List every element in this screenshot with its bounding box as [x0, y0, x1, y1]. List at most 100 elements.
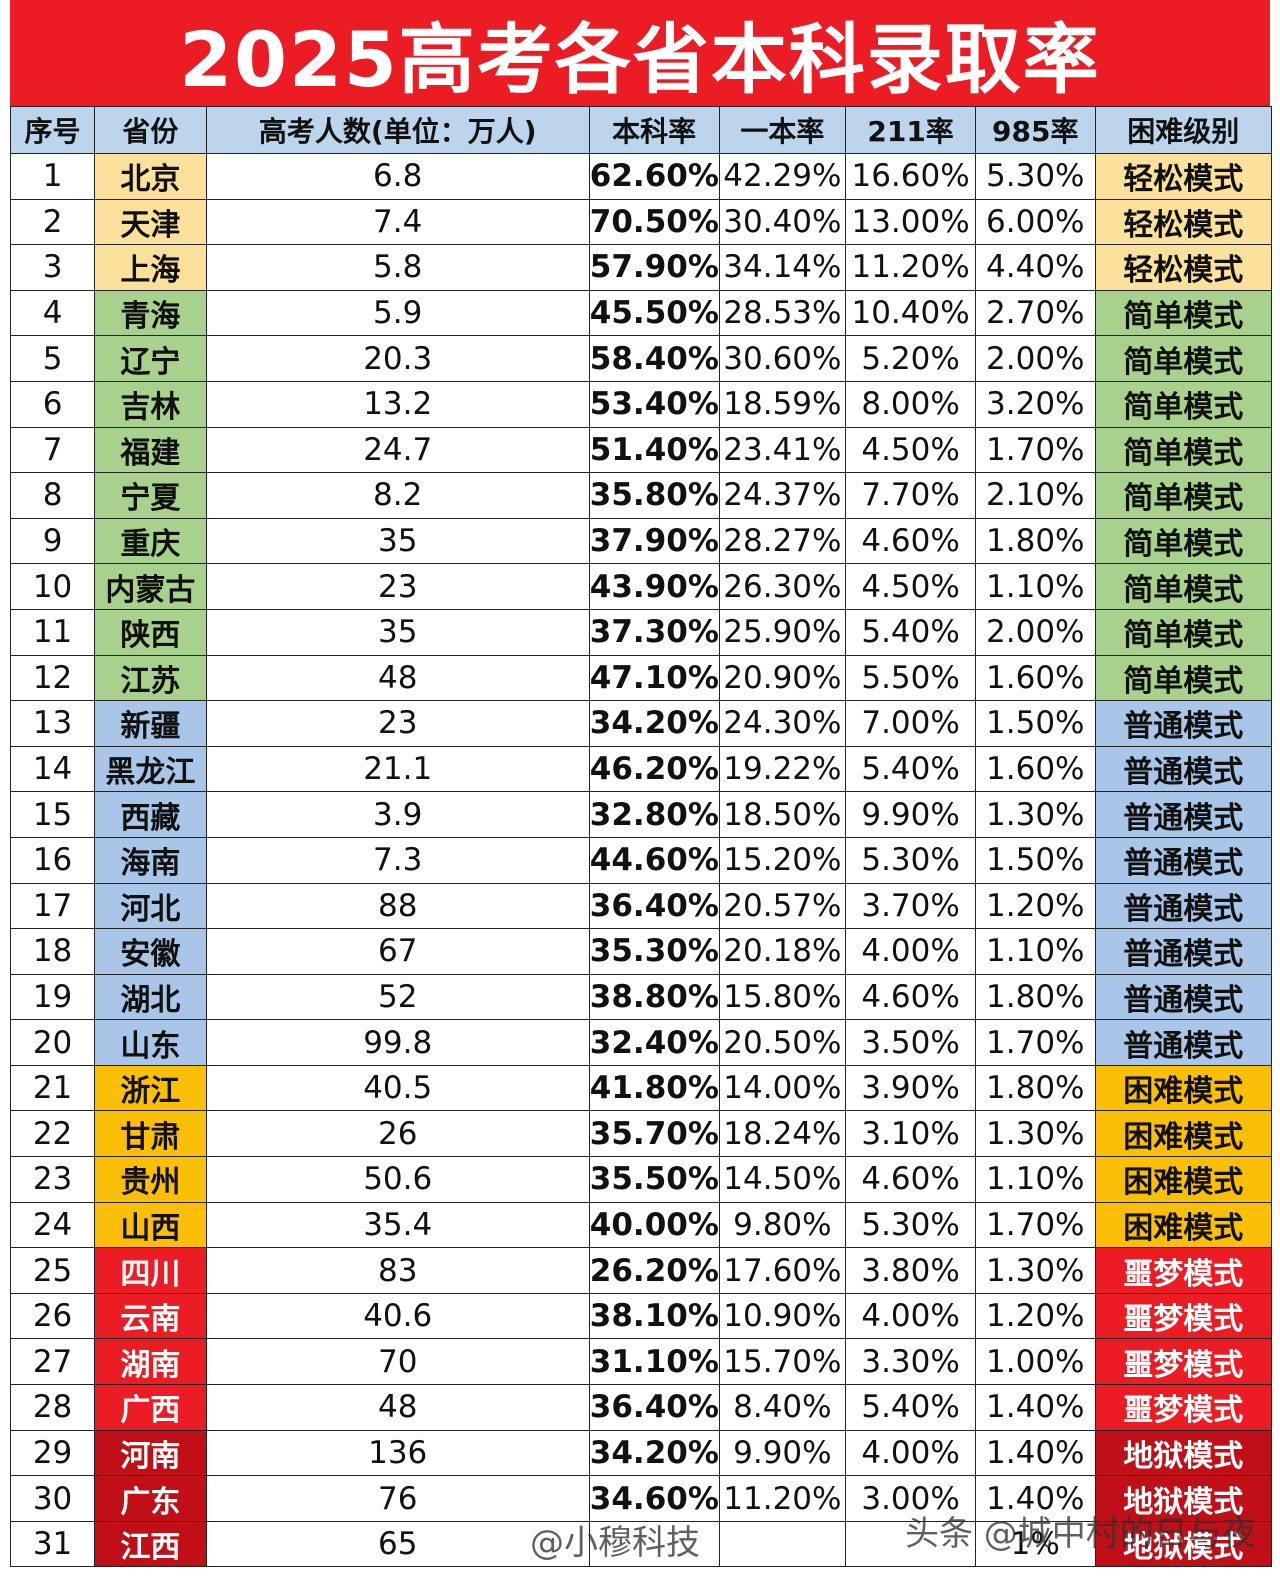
- rate-211-cell: 4.50%: [845, 563, 976, 610]
- tier1-rate-cell: 11.20%: [718, 1475, 847, 1522]
- province-cell: 浙江: [94, 1064, 207, 1112]
- rate-211-cell: 3.90%: [845, 1064, 976, 1112]
- difficulty-cell: 噩梦模式: [1094, 1384, 1273, 1431]
- table-row: 11 陕西 35 37.30% 25.90% 5.40% 2.00% 简单模式: [9, 608, 1273, 656]
- table-row: 27 湖南 70 31.10% 15.70% 3.30% 1.00% 噩梦模式: [9, 1338, 1273, 1386]
- exam-count-cell: 83: [205, 1247, 590, 1294]
- header-cell: 一本率: [718, 106, 847, 154]
- difficulty-cell: 噩梦模式: [1094, 1292, 1273, 1340]
- exam-count-cell: 48: [205, 1384, 590, 1431]
- province-cell: 青海: [94, 289, 207, 337]
- exam-count-cell: 67: [205, 928, 590, 975]
- province-cell: 甘肃: [94, 1110, 207, 1158]
- province-cell: 重庆: [94, 517, 207, 565]
- tier1-rate-cell: 20.57%: [718, 882, 847, 930]
- exam-count-cell: 23: [205, 563, 590, 610]
- rate-985-cell: 1.10%: [974, 928, 1096, 975]
- table-row: 17 河北 88 36.40% 20.57% 3.70% 1.20% 普通模式: [9, 882, 1273, 930]
- table-row: 21 浙江 40.5 41.80% 14.00% 3.90% 1.80% 困难模式: [9, 1064, 1273, 1112]
- rate-211-cell: 5.40%: [845, 608, 976, 656]
- province-cell: 内蒙古: [94, 563, 207, 610]
- tier1-rate-cell: 10.90%: [718, 1292, 847, 1340]
- exam-count-cell: 5.8: [205, 244, 590, 291]
- undergrad-rate-cell: [588, 1520, 720, 1568]
- tier1-rate-cell: 9.80%: [718, 1201, 847, 1249]
- province-cell: 天津: [94, 198, 207, 246]
- exam-count-cell: 88: [205, 882, 590, 930]
- rate-985-cell: 1.50%: [974, 700, 1096, 747]
- header-cell: 省份: [94, 106, 207, 154]
- table-row: 15 西藏 3.9 32.80% 18.50% 9.90% 1.30% 普通模式: [9, 791, 1273, 838]
- tier1-rate-cell: 20.50%: [718, 1019, 847, 1066]
- province-cell: 山西: [94, 1201, 207, 1249]
- exam-count-cell: 7.4: [205, 198, 590, 246]
- rate-211-cell: 8.00%: [845, 380, 976, 428]
- index-cell: 23: [9, 1156, 96, 1203]
- table-row: 2 天津 7.4 70.50% 30.40% 13.00% 6.00% 轻松模式: [9, 198, 1273, 246]
- table-row: 1 北京 6.8 62.60% 42.29% 16.60% 5.30% 轻松模式: [9, 153, 1273, 200]
- province-cell: 上海: [94, 244, 207, 291]
- index-cell: 31: [9, 1520, 96, 1568]
- index-cell: 2: [9, 198, 96, 246]
- province-cell: 湖北: [94, 973, 207, 1021]
- tier1-rate-cell: 28.27%: [718, 517, 847, 565]
- tier1-rate-cell: 24.37%: [718, 472, 847, 519]
- undergrad-rate-cell: 32.40%: [588, 1019, 720, 1066]
- table-row: 5 辽宁 20.3 58.40% 30.60% 5.20% 2.00% 简单模式: [9, 335, 1273, 382]
- undergrad-rate-cell: 46.20%: [588, 745, 720, 793]
- rate-211-cell: 5.40%: [845, 745, 976, 793]
- difficulty-cell: 噩梦模式: [1094, 1247, 1273, 1294]
- difficulty-cell: 噩梦模式: [1094, 1338, 1273, 1386]
- rate-985-cell: 5.30%: [974, 153, 1096, 200]
- exam-count-cell: 136: [205, 1429, 590, 1477]
- rate-985-cell: 1.20%: [974, 882, 1096, 930]
- header-cell: 本科率: [588, 106, 720, 154]
- rate-211-cell: 5.20%: [845, 335, 976, 382]
- exam-count-cell: 40.5: [205, 1064, 590, 1112]
- province-cell: 广西: [94, 1384, 207, 1431]
- difficulty-cell: 地狱模式: [1094, 1475, 1273, 1522]
- tier1-rate-cell: 18.59%: [718, 380, 847, 428]
- index-cell: 25: [9, 1247, 96, 1294]
- difficulty-cell: 普通模式: [1094, 836, 1273, 884]
- table-row: 22 甘肃 26 35.70% 18.24% 3.10% 1.30% 困难模式: [9, 1110, 1273, 1158]
- rate-211-cell: 3.70%: [845, 882, 976, 930]
- province-cell: 贵州: [94, 1156, 207, 1203]
- index-cell: 24: [9, 1201, 96, 1249]
- difficulty-cell: 普通模式: [1094, 745, 1273, 793]
- tier1-rate-cell: 20.18%: [718, 928, 847, 975]
- index-cell: 15: [9, 791, 96, 838]
- tier1-rate-cell: 26.30%: [718, 563, 847, 610]
- table-row: 10 内蒙古 23 43.90% 26.30% 4.50% 1.10% 简单模式: [9, 563, 1273, 610]
- difficulty-cell: 轻松模式: [1094, 153, 1273, 200]
- tier1-rate-cell: 14.00%: [718, 1064, 847, 1112]
- rate-985-cell: 1.70%: [974, 1019, 1096, 1066]
- undergrad-rate-cell: 35.30%: [588, 928, 720, 975]
- exam-count-cell: 76: [205, 1475, 590, 1522]
- tier1-rate-cell: 17.60%: [718, 1247, 847, 1294]
- header-cell: 211率: [845, 106, 976, 154]
- table-row: 8 宁夏 8.2 35.80% 24.37% 7.70% 2.10% 简单模式: [9, 472, 1273, 519]
- index-cell: 28: [9, 1384, 96, 1431]
- undergrad-rate-cell: 38.10%: [588, 1292, 720, 1340]
- difficulty-cell: 困难模式: [1094, 1064, 1273, 1112]
- exam-count-cell: 20.3: [205, 335, 590, 382]
- undergrad-rate-cell: 36.40%: [588, 882, 720, 930]
- undergrad-rate-cell: 34.20%: [588, 700, 720, 747]
- exam-count-cell: 70: [205, 1338, 590, 1386]
- exam-count-cell: 8.2: [205, 472, 590, 519]
- tier1-rate-cell: 28.53%: [718, 289, 847, 337]
- table-row: 24 山西 35.4 40.00% 9.80% 5.30% 1.70% 困难模式: [9, 1201, 1273, 1249]
- table-row: 20 山东 99.8 32.40% 20.50% 3.50% 1.70% 普通模式: [9, 1019, 1273, 1066]
- rate-985-cell: 1.30%: [974, 1110, 1096, 1158]
- province-cell: 安徽: [94, 928, 207, 975]
- page-title: 2025高考各省本科录取率: [179, 15, 1101, 104]
- tier1-rate-cell: 18.24%: [718, 1110, 847, 1158]
- difficulty-cell: 普通模式: [1094, 700, 1273, 747]
- tier1-rate-cell: 20.90%: [718, 654, 847, 702]
- exam-count-cell: 65: [205, 1520, 590, 1568]
- rate-211-cell: [845, 1520, 976, 1568]
- table-row: 14 黑龙江 21.1 46.20% 19.22% 5.40% 1.60% 普通模式: [9, 745, 1273, 793]
- exam-count-cell: 23: [205, 700, 590, 747]
- index-cell: 26: [9, 1292, 96, 1340]
